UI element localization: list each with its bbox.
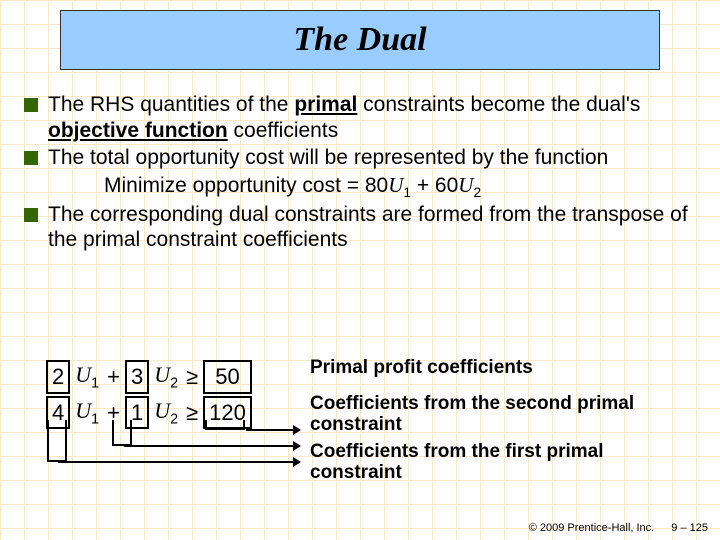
slide-body: The RHS quantities of the primal constra… <box>24 92 696 255</box>
ge-symbol: ≥ <box>183 396 201 430</box>
bullet-1: The RHS quantities of the primal constra… <box>24 92 696 143</box>
coef-1: 80 <box>365 174 388 197</box>
var-u: U <box>75 362 91 387</box>
equation-line: Minimize opportunity cost = 80U1 + 60U2 <box>104 173 696 202</box>
bracket-col1 <box>47 420 67 462</box>
sub-2: 2 <box>170 411 178 427</box>
sub-2: 2 <box>473 185 481 200</box>
plus: + <box>411 174 435 197</box>
table-row: 2 U1 + 3 U2 ≥ 50 <box>46 360 252 394</box>
bracket-rhs <box>205 420 245 430</box>
rhs-1: 50 <box>203 360 252 394</box>
bullet-1-text: The RHS quantities of the primal constra… <box>48 92 696 143</box>
sub-1: 1 <box>91 375 99 391</box>
constraints-block: 2 U1 + 3 U2 ≥ 50 4 U1 + 1 U2 ≥ 120 <box>44 358 696 431</box>
bullet-2-text: The total opportunity cost will be repre… <box>48 145 696 171</box>
bullet-3: The corresponding dual constraints are f… <box>24 202 696 253</box>
bullet-3-text: The corresponding dual constraints are f… <box>48 202 696 253</box>
coef-2: 60 <box>435 174 458 197</box>
annotation-3: Coefficients from the first primal const… <box>310 442 700 484</box>
coef-a1: 2 <box>46 360 70 394</box>
coef-b1: 3 <box>125 360 149 394</box>
bullet-marker <box>24 98 38 112</box>
slide-title-box: The Dual <box>60 10 660 70</box>
objective-function-word: objective function <box>48 119 228 142</box>
eq-label: Minimize opportunity cost = <box>104 174 365 197</box>
slide-title: The Dual <box>293 21 426 59</box>
var-u: U <box>458 173 473 197</box>
sub-1: 1 <box>91 411 99 427</box>
sub-2: 2 <box>170 375 178 391</box>
bullet-marker <box>24 208 38 222</box>
text: coefficients <box>228 119 339 142</box>
arrow-2 <box>124 445 300 447</box>
var-u: U <box>75 398 91 423</box>
var-u: U <box>154 362 170 387</box>
bullet-2: The total opportunity cost will be repre… <box>24 145 696 171</box>
var-u: U <box>154 398 170 423</box>
bracket-col2 <box>112 420 132 446</box>
text: The RHS quantities of the <box>48 93 294 116</box>
bullet-marker <box>24 151 38 165</box>
sub-1: 1 <box>403 185 411 200</box>
plus: + <box>104 360 123 394</box>
copyright: © 2009 Prentice-Hall, Inc. <box>529 522 655 534</box>
primal-word: primal <box>294 93 357 116</box>
slide-footer: © 2009 Prentice-Hall, Inc. 9 – 125 <box>529 522 708 534</box>
text: constraints become the dual's <box>357 93 640 116</box>
page-number: 9 – 125 <box>671 522 708 534</box>
var-u: U <box>388 173 403 197</box>
arrow-3 <box>58 461 300 463</box>
ge-symbol: ≥ <box>183 360 201 394</box>
